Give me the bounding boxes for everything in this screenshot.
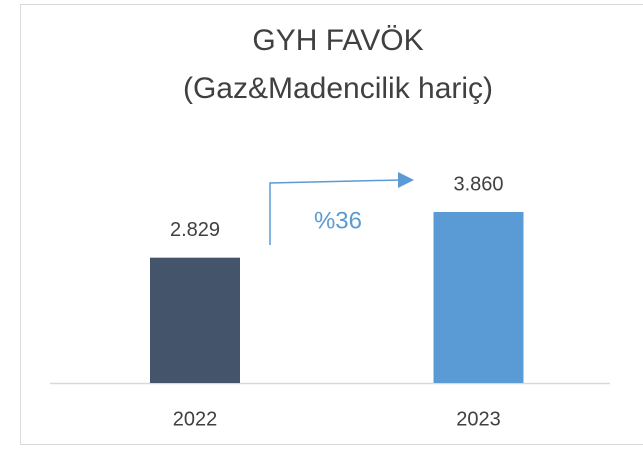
x-tick-label: 2022: [173, 408, 218, 430]
value-label: 3.860: [453, 173, 503, 195]
bar: [433, 212, 524, 383]
chart-frame: [20, 4, 643, 445]
value-label: 2.829: [170, 219, 220, 241]
annotation: %36: [314, 207, 362, 234]
growth-arrow: [269, 179, 401, 245]
x-tick-label: 2023: [456, 408, 501, 430]
bar: [150, 257, 240, 383]
chart-title: GYH FAVÖK: [252, 24, 423, 57]
arrow-head: [398, 172, 414, 188]
chart-subtitle: (Gaz&Madencilik hariç): [183, 72, 493, 105]
